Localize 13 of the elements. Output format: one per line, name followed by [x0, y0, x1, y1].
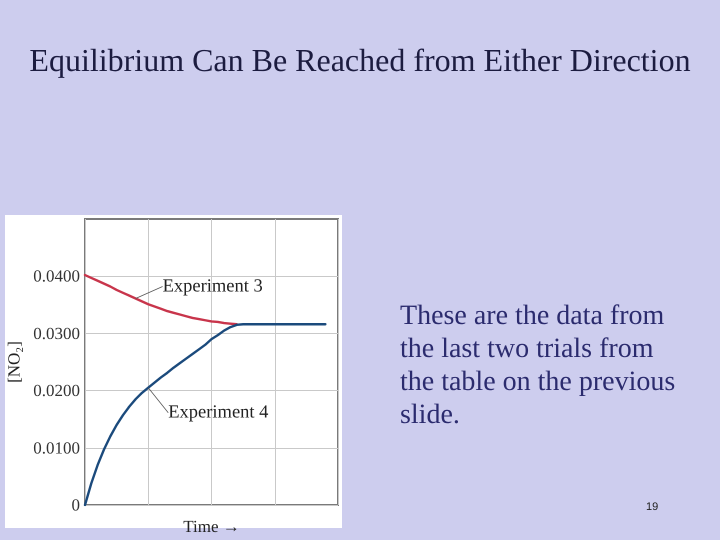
- text: These are the data from the last two trials from the table on the previous slide.: [400, 299, 676, 431]
- line-series: [84, 323, 327, 506]
- y-tick-label: 0: [72, 496, 80, 514]
- y-tick-label: 0.0100: [33, 438, 80, 458]
- series-label: Experiment 3: [162, 276, 263, 297]
- y-tick-label: 0.0400: [33, 266, 80, 286]
- y-tick-label: 0.0300: [33, 324, 80, 343]
- series-label: Experiment 4: [168, 402, 268, 423]
- x-axis-title: Time →: [183, 516, 240, 536]
- y-tick-label: 0.0200: [33, 381, 80, 400]
- chart-title: Equilibrium Can Be Reached from Either Direction: [28, 41, 692, 80]
- y-axis-title: [NO₂]: [4, 341, 24, 383]
- text: 19: [646, 500, 660, 514]
